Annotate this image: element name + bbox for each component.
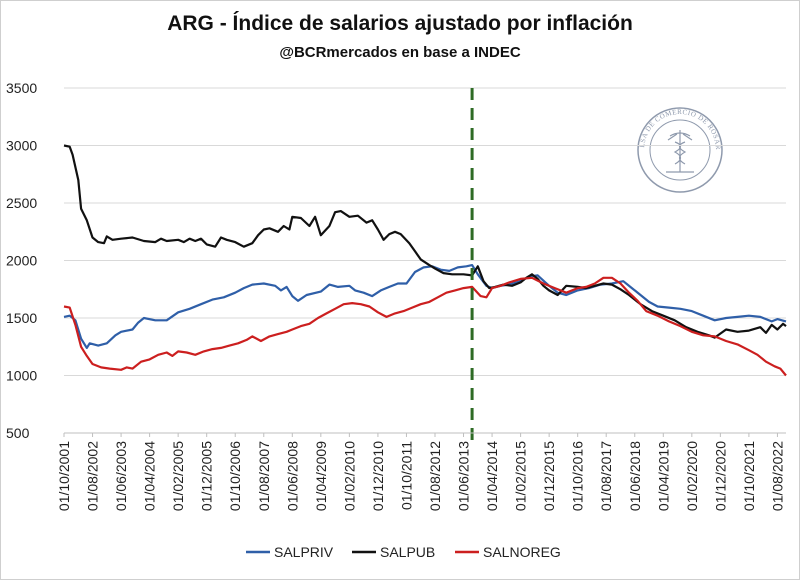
x-tick-label: 01/08/2022 <box>769 441 785 511</box>
x-tick-label: 01/10/2011 <box>398 441 414 510</box>
x-tick-label: 01/10/2006 <box>227 441 243 511</box>
y-tick-label: 3500 <box>6 80 37 96</box>
caduceus-seal-icon <box>666 130 694 173</box>
series-line-salnoreg <box>63 276 787 377</box>
y-tick-label: 1500 <box>6 310 37 326</box>
x-tick-label: 01/08/2017 <box>598 441 614 511</box>
x-tick-label: 01/04/2004 <box>142 441 158 511</box>
x-tick-label: 01/04/2019 <box>655 441 671 511</box>
x-tick-label: 01/12/2010 <box>370 441 386 511</box>
x-tick-label: 01/02/2010 <box>341 441 357 511</box>
chart-subtitle: @BCRmercados en base a INDEC <box>279 44 521 61</box>
legend-label-salnoreg: SALNOREG <box>483 544 561 560</box>
y-tick-label: 2000 <box>6 253 37 269</box>
x-tick-label: 01/04/2009 <box>313 441 329 511</box>
x-tick-label: 01/06/2018 <box>627 441 643 511</box>
bcr-seal-watermark: BOLSA DE COMERCIO DE ROSARIO <box>637 107 723 193</box>
x-tick-label: 01/08/2012 <box>427 441 443 511</box>
chart-title: ARG - Índice de salarios ajustado por in… <box>167 12 633 35</box>
x-tick-label: 01/04/2014 <box>484 441 500 511</box>
x-tick-label: 01/12/2015 <box>541 441 557 511</box>
x-tick-label: 01/06/2003 <box>113 441 129 511</box>
legend-label-salpriv: SALPRIV <box>274 544 334 560</box>
x-tick-label: 01/12/2020 <box>712 441 728 511</box>
y-tick-label: 500 <box>6 425 30 441</box>
legend: SALPRIV SALPUB SALNOREG <box>246 544 561 560</box>
grid-layer <box>64 87 786 434</box>
x-tick-label: 01/08/2002 <box>85 441 101 511</box>
axis-layer: 500 1000 1500 2000 2500 3000 3500 01/10/2001 01/… <box>6 80 786 511</box>
y-tick-label: 1000 <box>6 368 37 384</box>
x-tick-label: 01/06/2013 <box>456 441 472 511</box>
y-tick-label: 3000 <box>6 138 37 154</box>
x-tick-label: 01/02/2015 <box>513 441 529 511</box>
series-layer <box>63 144 787 377</box>
series-line-salpriv <box>63 264 787 349</box>
x-tick-label: 01/02/2020 <box>684 441 700 511</box>
x-tick-label: 01/10/2016 <box>570 441 586 511</box>
x-tick-label: 01/08/2007 <box>256 441 272 511</box>
x-tick-label: 01/10/2021 <box>741 441 757 511</box>
x-tick-label: 01/02/2005 <box>170 441 186 511</box>
x-tick-label: 01/06/2008 <box>284 441 300 511</box>
x-tick-label: 01/10/2001 <box>56 441 72 511</box>
x-tick-label: 01/12/2005 <box>199 441 215 511</box>
legend-label-salpub: SALPUB <box>380 544 435 560</box>
y-tick-label: 2500 <box>6 195 37 211</box>
